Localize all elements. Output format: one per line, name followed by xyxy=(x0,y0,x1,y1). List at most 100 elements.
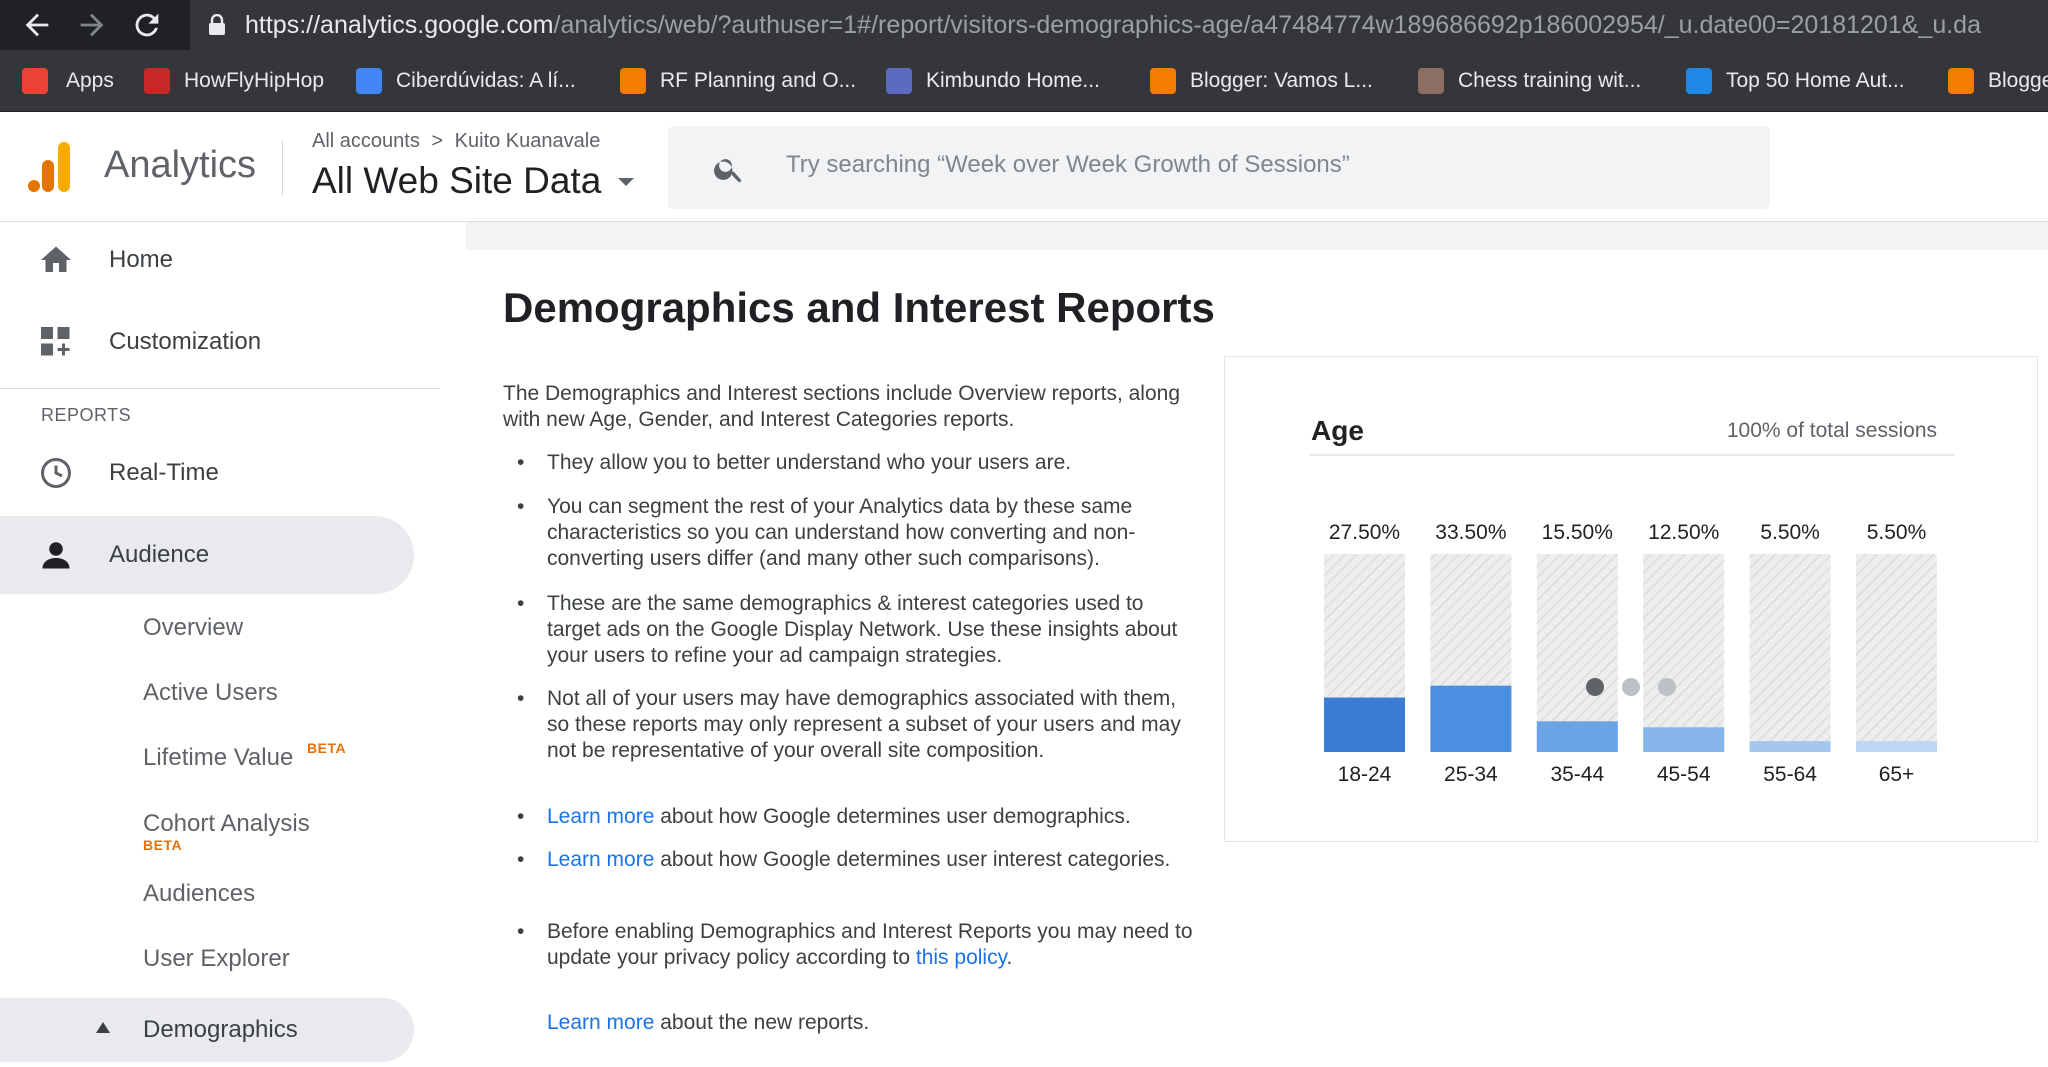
sidebar-item-user-explorer[interactable]: User Explorer xyxy=(143,945,290,972)
home-icon xyxy=(41,246,71,272)
bookmark-label: Blogger: Vamos L... xyxy=(1190,69,1373,92)
sidebar-item-audience[interactable]: Audience xyxy=(0,517,414,595)
age-chart-card: Age 100% of total sessions 27.50% 18-24 33… xyxy=(1224,356,2038,842)
url-host: https://analytics.google.com xyxy=(245,11,554,39)
clock-icon xyxy=(41,458,71,488)
bar-55-64[interactable] xyxy=(1749,741,1831,752)
learn-more-link[interactable]: Learn more xyxy=(547,848,655,871)
sidebar-item-customization[interactable]: Customization xyxy=(0,304,414,382)
category-label: 35-44 xyxy=(1550,763,1604,786)
address-bar[interactable]: https://analytics.google.com/analytics/w… xyxy=(190,0,2048,50)
bullet-text: These are the same demographics & intere… xyxy=(547,592,1178,667)
sidebar-item-label: Real-Time xyxy=(109,459,219,486)
bullet-text: They allow you to better understand who … xyxy=(547,451,1072,474)
bookmark-label: Blogge xyxy=(1988,69,2048,92)
bookmark-item[interactable]: HowFlyHipHop xyxy=(144,50,324,111)
reload-icon[interactable] xyxy=(130,8,164,42)
bookmark-label: Apps xyxy=(66,69,114,92)
breadcrumb[interactable]: All accounts > Kuito Kuanavale xyxy=(312,130,600,153)
sidebar-item-cohort-analysis[interactable]: Cohort Analysis xyxy=(143,810,310,837)
sidebar-item-home[interactable]: Home xyxy=(0,222,414,300)
bar-65+[interactable] xyxy=(1856,741,1937,752)
bookmark-item[interactable]: Top 50 Home Aut... xyxy=(1686,50,1916,111)
person-icon xyxy=(42,542,70,569)
bookmark-label: Chess training wit... xyxy=(1458,69,1642,92)
page-title: Demographics and Interest Reports xyxy=(503,284,1215,331)
view-selector[interactable]: All Web Site Data xyxy=(312,160,602,201)
ga-header: Analytics All accounts > Kuito Kuanavale… xyxy=(0,112,2048,222)
bullet-text: Not all of your users may have demograph… xyxy=(547,687,1181,762)
globe-icon xyxy=(356,68,382,94)
bullet-item: Learn more about how Google determines u… xyxy=(503,847,1203,873)
sidebar-item-label: Audience xyxy=(109,541,210,568)
bookmark-label: Top 50 Home Aut... xyxy=(1726,69,1905,92)
sidebar-item-overview[interactable]: Overview xyxy=(143,614,244,641)
bullet-text: about how Google determines user demogra… xyxy=(654,805,1131,828)
bookmark-item[interactable]: RF Planning and O... xyxy=(620,50,865,111)
bar-25-34[interactable] xyxy=(1430,685,1512,752)
bar-track xyxy=(1643,554,1725,752)
chart-divider xyxy=(1309,454,1955,456)
category-label: 45-54 xyxy=(1657,763,1711,786)
sidebar-item-active-users[interactable]: Active Users xyxy=(143,679,278,706)
caret-up-icon[interactable] xyxy=(96,1022,110,1033)
carousel-indicator xyxy=(1586,678,1706,698)
sidebar-item-label: Home xyxy=(109,246,174,273)
dashboard-icon xyxy=(41,327,70,356)
carousel-dot[interactable] xyxy=(1622,678,1640,696)
beta-badge: BETA xyxy=(143,837,183,853)
caret-down-icon[interactable] xyxy=(618,178,634,186)
learn-more-link[interactable]: Learn more xyxy=(547,1011,655,1034)
bookmark-label: HowFlyHipHop xyxy=(184,69,325,92)
bookmark-item[interactable]: Blogge xyxy=(1948,50,2048,111)
footer-note: Learn more about the new reports. xyxy=(503,1010,1203,1036)
bullet-item: Learn more about how Google determines u… xyxy=(503,804,1203,830)
bar-45-54[interactable] xyxy=(1643,727,1725,752)
arrow-right-icon[interactable] xyxy=(75,8,109,42)
bar-value-label: 27.50% xyxy=(1329,521,1400,544)
search-input[interactable]: Try searching “Week over Week Growth of … xyxy=(668,126,1770,209)
breadcrumb-account[interactable]: Kuito Kuanavale xyxy=(454,130,601,152)
arrow-left-icon[interactable] xyxy=(20,8,54,42)
bullet-text: . xyxy=(1006,946,1013,969)
category-label: 25-34 xyxy=(1444,763,1498,786)
bullet-item: These are the same demographics & intere… xyxy=(503,591,1203,669)
bullet-text: Before enabling Demographics and Interes… xyxy=(547,920,1193,969)
sidebar-demographics-highlight xyxy=(0,998,414,1062)
learn-more-link[interactable]: this policy xyxy=(915,946,1007,969)
bookmark-item[interactable]: Chess training wit... xyxy=(1418,50,1648,111)
carousel-dot[interactable] xyxy=(1586,678,1604,696)
sidebar: Home Customization REPORTS Real-Time Aud… xyxy=(0,222,466,1067)
bookmark-label: Kimbundo Home... xyxy=(926,69,1100,92)
bookmarks-bar: Apps HowFlyHipHop Ciberdúvidas: A lí... RF … xyxy=(0,50,2048,112)
breadcrumb-root[interactable]: All accounts xyxy=(312,130,420,152)
bar-track xyxy=(1536,554,1618,752)
category-label: 18-24 xyxy=(1338,763,1392,786)
learn-more-link[interactable]: Learn more xyxy=(547,805,655,828)
bullet-item: Not all of your users may have demograph… xyxy=(503,686,1203,764)
browser-toolbar: https://analytics.google.com/analytics/w… xyxy=(0,0,2048,50)
sidebar-item-realtime[interactable]: Real-Time xyxy=(0,435,414,513)
sidebar-item-label: Customization xyxy=(109,328,262,355)
category-label: 55-64 xyxy=(1763,763,1817,786)
sidebar-item-lifetime-value[interactable]: Lifetime Value xyxy=(143,744,294,771)
bookmark-label: Ciberdúvidas: A lí... xyxy=(396,69,576,92)
bar-value-label: 15.50% xyxy=(1542,521,1613,544)
blogger-icon xyxy=(620,68,646,94)
analytics-logo-icon xyxy=(28,142,70,192)
sidebar-item-audiences[interactable]: Audiences xyxy=(143,880,256,907)
sidebar-item-demographics[interactable]: Demographics xyxy=(143,1016,298,1043)
bookmark-label: RF Planning and O... xyxy=(660,69,857,92)
bookmark-item[interactable]: Ciberdúvidas: A lí... xyxy=(356,50,596,111)
bookmark-item[interactable]: Blogger: Vamos L... xyxy=(1150,50,1395,111)
carousel-dot[interactable] xyxy=(1658,678,1676,696)
product-name: Analytics xyxy=(104,144,257,186)
bar-18-24[interactable] xyxy=(1324,697,1405,752)
bookmark-item[interactable]: Kimbundo Home... xyxy=(886,50,1100,111)
header-divider xyxy=(282,140,283,196)
chart-title: Age xyxy=(1311,415,1364,446)
search-placeholder: Try searching “Week over Week Growth of … xyxy=(786,151,1350,178)
drupal-icon xyxy=(1686,68,1712,94)
bar-35-44[interactable] xyxy=(1536,721,1618,752)
bookmark-item[interactable]: Apps xyxy=(22,50,114,111)
